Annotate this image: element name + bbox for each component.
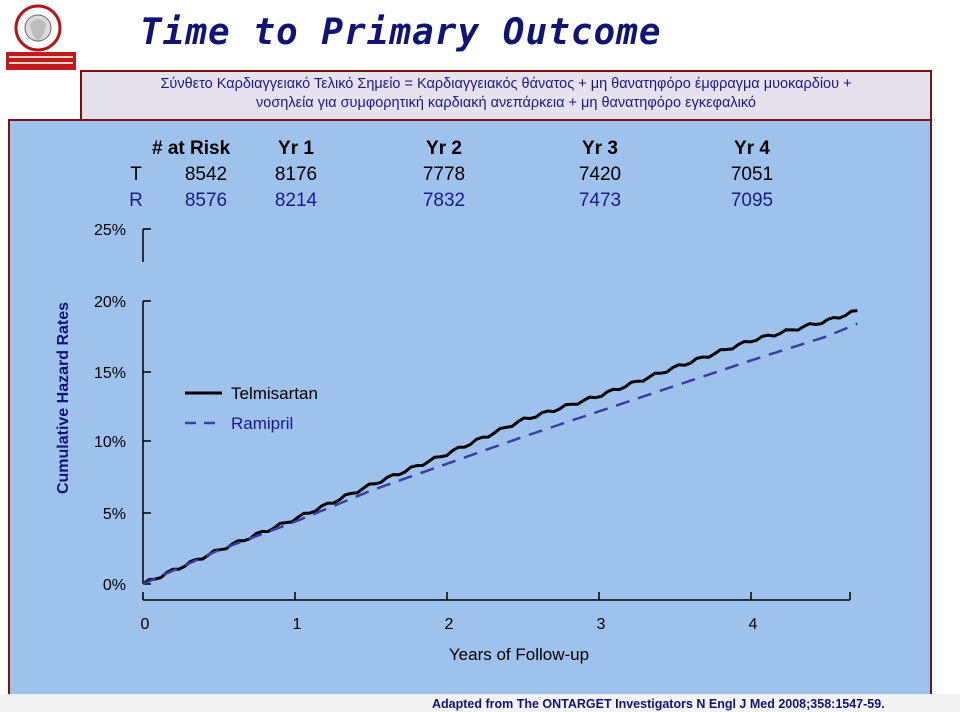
footer-bar (0, 694, 960, 712)
subtitle-line-2: νοσηλεία για συμφορητική καρδιακή ανεπάρ… (256, 95, 756, 111)
axes: 0% 5% 10% 15% 20% 25% 0 1 2 3 4 Years of Follow-up C… (55, 222, 851, 664)
y-tick-label: 10% (94, 434, 126, 451)
x-tick-label: 3 (597, 616, 606, 633)
page-title: Time to Primary Outcome (140, 12, 662, 53)
y-tick-label: 0% (103, 577, 126, 594)
y-axis-title: Cumulative Hazard Rates (55, 302, 72, 494)
source-citation: Adapted from The ONTARGET Investigators … (432, 697, 885, 711)
risk-table-row-label: R (129, 190, 143, 211)
risk-table: # at Risk Yr 1 Yr 2 Yr 3 Yr 4 T 8542 8176 7778 74… (129, 138, 773, 211)
x-tick-label: 1 (293, 616, 302, 633)
y-tick-label: 5% (103, 506, 126, 523)
x-tick-label: 2 (445, 616, 454, 633)
y-tick-label: 15% (94, 365, 126, 382)
risk-table-cell: 8576 (185, 190, 227, 211)
risk-table-cell: 7420 (579, 164, 621, 185)
series-line-ramipril (142, 322, 858, 586)
society-logo (0, 0, 80, 78)
y-tick-label: 25% (94, 222, 126, 239)
risk-table-column-header: Yr 2 (426, 138, 462, 159)
y-tick-label: 20% (94, 294, 126, 311)
risk-table-cell: 8542 (185, 164, 227, 185)
risk-table-cell: 7473 (579, 190, 621, 211)
legend-label-ramipril: Ramipril (231, 414, 293, 433)
series-line-telmisartan (142, 309, 858, 586)
risk-table-cell: 7778 (423, 164, 465, 185)
risk-table-cell: 7051 (731, 164, 773, 185)
series-layer (142, 309, 858, 586)
risk-table-cell: 8214 (275, 190, 318, 211)
risk-table-column-header: Yr 1 (278, 138, 314, 159)
legend-label-telmisartan: Telmisartan (231, 384, 318, 403)
subtitle-line-1: Σύνθετο Καρδιαγγειακό Τελικό Σημείο = Κα… (160, 76, 852, 92)
risk-table-cell: 8176 (275, 164, 317, 185)
risk-table-column-header: Yr 3 (582, 138, 618, 159)
legend: Telmisartan Ramipril (185, 384, 318, 433)
risk-table-cell: 7095 (731, 190, 773, 211)
risk-table-row-label: T (130, 164, 142, 185)
x-tick-label: 0 (141, 616, 150, 633)
risk-table-header: # at Risk (152, 138, 231, 159)
x-tick-label: 4 (749, 616, 758, 633)
risk-table-cell: 7832 (423, 190, 465, 211)
risk-table-column-header: Yr 4 (734, 138, 770, 159)
x-axis-title: Years of Follow-up (449, 645, 589, 664)
